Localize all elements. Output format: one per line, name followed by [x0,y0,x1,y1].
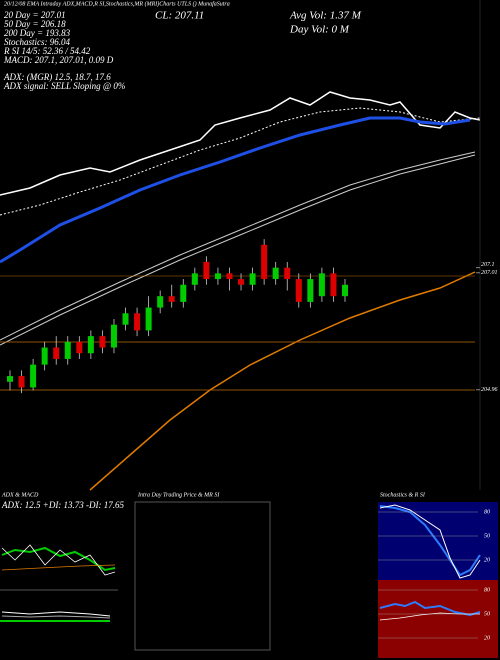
source: 20/12/08 EMA Intraday ADX,MACD,R SI,Stoc… [4,0,230,7]
candle-body [214,273,221,280]
ema-white [0,91,481,196]
adx-line [1,546,116,572]
candle-body [134,313,141,331]
candle-body [295,279,302,302]
rsi-panel [378,580,498,658]
ema-orange [89,271,476,491]
panel-title: Stochastics & R SI [380,492,426,498]
header-line: 50 Day = 206.18 [4,19,66,29]
candle-body [203,261,210,280]
ema-blue [0,116,471,264]
candle-body [342,284,348,297]
panel-title: ADX & MACD [1,492,39,498]
candle-body [272,267,279,280]
avg-vol: Avg Vol: 1.37 M [289,10,362,22]
candle-body [330,273,337,297]
candle-body [157,296,164,308]
candle-body [318,273,325,297]
close: CL: 207.11 [155,10,204,22]
candle-body [249,273,256,285]
macd-line [1,611,111,617]
candle-body [307,279,314,302]
header-line: ADX signal: SELL Sloping @ 0% [3,81,125,91]
ema-gray-2 [0,154,476,346]
stoch-line [379,505,481,577]
y-tick-label: 207.1 [481,262,495,268]
candle-body [41,347,48,365]
macd-hist [0,620,110,622]
candle-body [110,324,117,348]
adx-values: ADX: 12.5 +DI: 13.73 -DI: 17.65 [1,500,125,510]
candle-body [180,284,187,302]
candle-body [7,376,13,382]
stoch-line [379,504,481,579]
candle-body [122,313,129,325]
level-label: 50 [484,611,490,617]
y-tick-label: 204.96 [481,386,498,393]
macd-line [1,615,111,619]
day-vol: Day Vol: 0 M [289,24,350,36]
candle-body [18,376,25,388]
candle-body [64,341,71,359]
candle-body [53,347,60,359]
candle-body [99,336,106,348]
level-label: 20 [484,557,490,563]
adx-line [1,564,116,571]
candle-body [238,279,245,285]
adx-line [1,544,116,576]
candle-body [226,273,233,280]
candle-body [191,273,198,285]
candle-body [76,341,83,354]
level-label: 80 [484,587,490,593]
candle-body [87,336,94,354]
ema-gray-1 [0,151,476,341]
level-label: 80 [484,509,490,515]
candle-body [284,267,291,280]
level-label: 20 [484,635,490,641]
header-line: 20 Day = 207.01 [4,10,66,20]
candle-body [30,364,37,388]
ema-white-dotted [0,107,481,216]
header-line: 200 Day = 193.83 [4,28,71,38]
header-line: MACD: 207.1, 207.01, 0.09 D [3,55,114,65]
candle-body [168,296,175,302]
y-tick-label: 207.01 [481,270,498,276]
candle-body [261,244,268,280]
panel-title: Intra Day Trading Price & MR SI [137,492,220,498]
header-line: ADX: (MGR) 12.5, 18.7, 17.6 [3,72,111,82]
header-line: Stochastics: 96.04 [4,37,70,47]
intraday-panel [134,501,271,651]
level-label: 50 [484,533,490,539]
candle-body [145,307,152,331]
header-line: R SI 14/5: 52.36 / 54.42 [3,46,91,56]
